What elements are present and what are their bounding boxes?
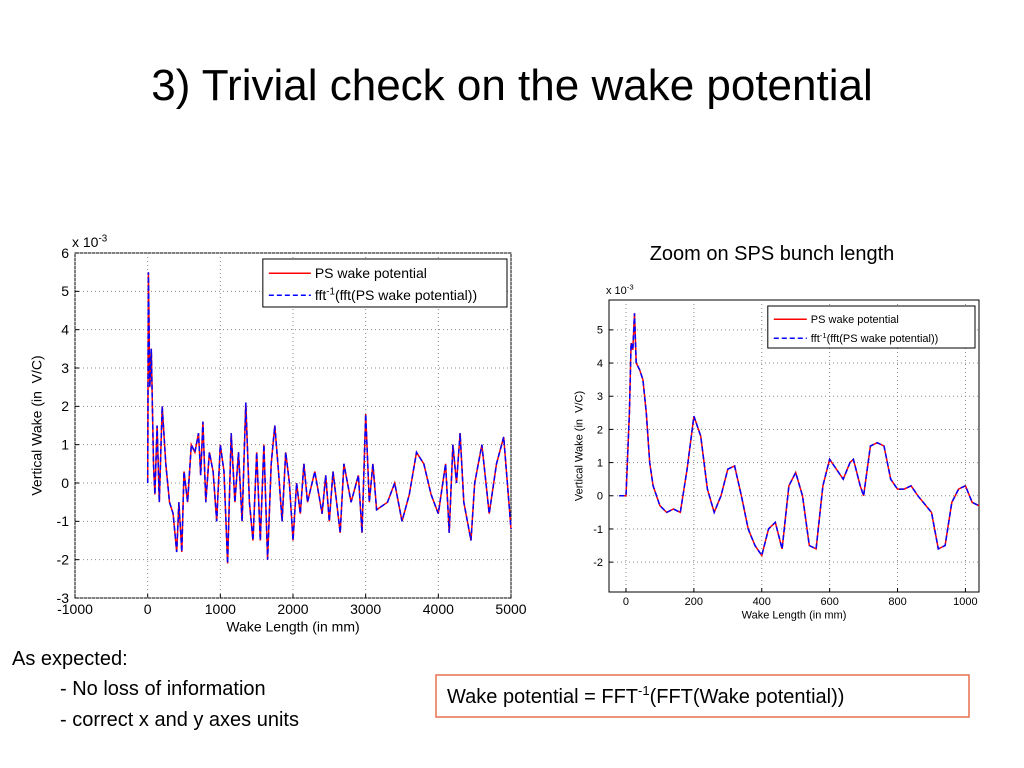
x-axis-label: Wake Length (in mm) <box>226 619 359 635</box>
y-tick-label: 2 <box>61 398 69 414</box>
y-tick-label: -1 <box>57 513 70 529</box>
x-tick-label: 3000 <box>350 601 381 617</box>
x-tick-label: 1000 <box>953 596 977 608</box>
label: PS wake potential <box>811 314 899 326</box>
x-tick-label: 400 <box>753 596 771 608</box>
label-rest: (fft(PS wake potential)) <box>827 333 939 345</box>
label: fft-1(fft(PS wake potential)) <box>315 287 477 304</box>
y-tick-label: 3 <box>61 360 69 376</box>
x-tick-label: 0 <box>623 596 629 608</box>
series-line <box>619 313 980 558</box>
legend-box <box>262 258 508 308</box>
y-tick-label: 0 <box>597 491 603 503</box>
chart: 0 200 400 600 800 1000 -2 -1 0 1 2 3 4 5 Wake Length (… <box>574 283 980 621</box>
label: fft-1(fft(PS wake potential)) <box>811 331 939 345</box>
x-tick-label: 200 <box>685 596 703 608</box>
slide-title: 3) Trivial check on the wake potential <box>151 61 873 110</box>
y-tick-label: 0 <box>61 475 69 491</box>
series-line <box>146 272 512 564</box>
y-axis-label: Vertical Wake (in V/C) <box>28 355 44 495</box>
label-text: x 10 <box>606 285 627 297</box>
y-axis-label: Vertical Wake (in V/C) <box>574 391 586 501</box>
label-sup: -1 <box>326 287 335 298</box>
y-tick-label: 5 <box>597 325 603 337</box>
label: PS wake potential <box>315 265 427 281</box>
x-tick-label: 5000 <box>495 601 526 617</box>
x-tick-label: -1000 <box>57 601 93 617</box>
notes-heading: As expected: <box>12 648 128 670</box>
note-item: - No loss of information <box>60 678 266 700</box>
y-tick-label: -2 <box>57 552 70 568</box>
label-sup: -1 <box>820 331 827 340</box>
note-item: - correct x and y axes units <box>60 709 299 731</box>
x-tick-label: 2000 <box>277 601 308 617</box>
label: x 10-3 <box>72 233 108 250</box>
formula-text: Wake potential = FFT <box>447 686 638 708</box>
y-tick-label: 1 <box>597 457 603 469</box>
zoom-caption: Zoom on SPS bunch length <box>650 243 895 265</box>
x-tick-label: 600 <box>820 596 838 608</box>
y-tick-label: 5 <box>61 283 69 299</box>
x-axis-label: Wake Length (in mm) <box>742 609 847 621</box>
x-tick-label: 800 <box>888 596 906 608</box>
label-sup: -3 <box>627 283 634 292</box>
x-tick-label: 1000 <box>205 601 236 617</box>
label-text: x 10 <box>72 234 99 250</box>
y-tick-label: 4 <box>597 358 603 370</box>
label-sup: -3 <box>98 233 107 244</box>
formula-sup: -1 <box>638 683 650 698</box>
legend-box <box>767 305 976 349</box>
label-text: fft <box>315 287 327 303</box>
y-tick-label: -2 <box>593 557 603 569</box>
plot-area <box>608 299 980 593</box>
y-tick-label: -1 <box>593 524 603 536</box>
formula-rest: (FFT(Wake potential)) <box>650 686 845 708</box>
x-tick-label: 4000 <box>423 601 454 617</box>
chart: -1000 0 1000 2000 3000 4000 5000 -3 -2 -1 0 1 2 3 4 5 6 W… <box>28 233 526 634</box>
label-text: fft <box>811 333 820 345</box>
label: x 10-3 <box>606 283 634 297</box>
y-tick-label: 1 <box>61 437 69 453</box>
formula-box <box>435 674 970 718</box>
y-tick-label: -3 <box>57 590 70 606</box>
y-tick-label: 6 <box>61 245 69 261</box>
formula: Wake potential = FFT-1(FFT(Wake potentia… <box>447 683 844 708</box>
x-tick-label: 0 <box>144 601 152 617</box>
y-tick-label: 2 <box>597 424 603 436</box>
label-rest: (fft(PS wake potential)) <box>335 287 477 303</box>
y-tick-label: 4 <box>61 322 69 338</box>
y-tick-label: 3 <box>597 391 603 403</box>
